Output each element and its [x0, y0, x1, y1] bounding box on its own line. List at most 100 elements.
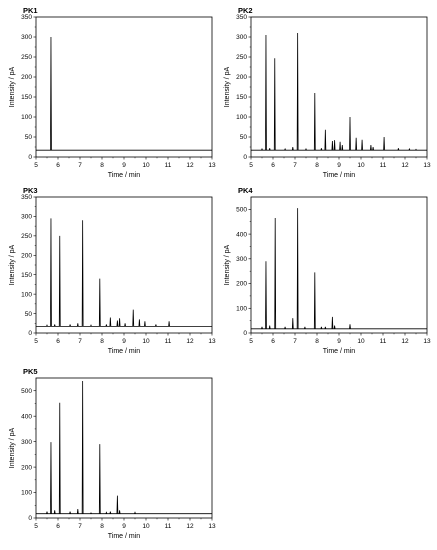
y-tick-label: 50 — [25, 134, 33, 141]
chromatogram-peak — [261, 326, 263, 329]
x-tick-label: 5 — [34, 523, 38, 530]
x-tick-label: 6 — [271, 162, 275, 169]
x-tick-label: 9 — [337, 162, 341, 169]
x-tick-label: 11 — [380, 338, 387, 345]
chart-panel-pk5: PK5 5 6 7 8 9 10 11 12 13 0 100 200 300 400 500 Time / m… — [9, 367, 216, 540]
x-tick-label: 8 — [315, 338, 319, 345]
chromatogram-peak — [50, 218, 52, 327]
y-tick-label: 100 — [21, 291, 32, 298]
chromatogram-peak — [274, 218, 277, 329]
y-tick-label: 400 — [21, 413, 32, 420]
x-tick-label: 8 — [100, 523, 104, 530]
y-tick-label: 100 — [236, 114, 247, 121]
chart-title: PK3 — [23, 186, 38, 195]
x-tick-label: 9 — [122, 523, 126, 530]
y-tick-label: 350 — [21, 194, 32, 201]
y-tick-label: 0 — [28, 154, 32, 161]
x-tick-label: 7 — [78, 162, 82, 169]
x-tick-label: 6 — [56, 162, 60, 169]
chromatogram-peak — [118, 510, 121, 514]
y-tick-label: 100 — [21, 114, 32, 121]
y-tick-label: 50 — [240, 134, 248, 141]
y-tick-label: 150 — [21, 272, 32, 279]
chromatogram-peak — [361, 139, 363, 151]
chromatogram-peak — [58, 235, 61, 327]
chromatogram-peak — [313, 272, 316, 329]
chromatogram-peak — [134, 511, 136, 514]
x-tick-label: 13 — [423, 162, 431, 169]
chromatogram-peak — [383, 136, 385, 151]
x-tick-label: 12 — [186, 162, 194, 169]
y-tick-label: 300 — [21, 439, 32, 446]
plot-frame — [35, 377, 213, 519]
chromatogram-peak — [339, 141, 341, 151]
chromatogram-peak — [324, 129, 327, 151]
chromatogram-peak — [50, 442, 52, 514]
x-axis-label: Time / min — [108, 533, 141, 540]
plot-frame — [35, 196, 213, 334]
y-tick-label: 350 — [236, 14, 247, 21]
x-tick-label: 13 — [423, 338, 431, 345]
x-tick-label: 8 — [100, 162, 104, 169]
chromatogram-peak — [58, 402, 61, 514]
y-axis-label: Intensity / pA — [224, 66, 231, 107]
chromatogram-peak — [408, 147, 411, 151]
y-tick-label: 200 — [236, 281, 247, 288]
y-tick-label: 0 — [28, 330, 32, 337]
chromatogram-peak — [313, 92, 316, 151]
y-tick-label: 200 — [21, 252, 32, 259]
y-tick-label: 300 — [236, 34, 247, 41]
x-tick-label: 5 — [249, 338, 253, 345]
chromatogram-peak — [50, 36, 52, 151]
y-tick-label: 300 — [21, 214, 32, 221]
chromatogram-peak — [90, 324, 92, 327]
x-tick-label: 6 — [271, 338, 275, 345]
x-tick-label: 10 — [142, 338, 150, 345]
plot-frame — [250, 16, 428, 158]
chromatogram-peak — [69, 511, 71, 514]
chromatogram-peak — [138, 319, 141, 327]
chromatogram-peak — [291, 318, 294, 329]
chromatogram-peak — [53, 510, 56, 514]
y-tick-label: 500 — [21, 388, 32, 395]
y-axis-label: Intensity / pA — [9, 244, 16, 285]
y-tick-label: 250 — [236, 54, 247, 61]
y-tick-label: 0 — [28, 515, 32, 522]
x-tick-label: 10 — [142, 162, 150, 169]
chromatogram-peak — [355, 137, 358, 151]
chromatogram-peak — [304, 326, 306, 329]
x-axis-label: Time / min — [108, 172, 141, 179]
chart-panel-pk3: PK3 5 6 7 8 9 10 11 12 13 0 50 100 150 200 250 300 350 Tim… — [9, 186, 216, 355]
y-tick-label: 300 — [236, 256, 247, 263]
chromatogram-peak — [415, 148, 417, 151]
x-tick-label: 12 — [186, 523, 194, 530]
chromatogram-peak — [116, 495, 119, 514]
x-tick-label: 13 — [208, 162, 216, 169]
y-tick-label: 200 — [236, 74, 247, 81]
x-tick-label: 11 — [165, 162, 172, 169]
chromatogram-peak — [296, 208, 299, 329]
chromatogram-peak — [81, 220, 84, 327]
chart-panel-pk1: PK1 5 6 7 8 9 10 11 12 13 0 50 100 150 200 250 300 350 Tim… — [9, 6, 216, 179]
chromatogram-peak — [105, 511, 108, 514]
chromatogram-peak — [333, 325, 336, 329]
y-tick-label: 0 — [243, 154, 247, 161]
chart-panel-pk2: PK2 5 6 7 8 9 10 11 12 13 0 50 100 150 200 250 300 350 Tim… — [224, 6, 431, 179]
chromatogram-peak — [98, 278, 101, 327]
x-tick-label: 10 — [357, 162, 365, 169]
chromatogram-peak — [118, 318, 121, 327]
x-tick-label: 7 — [78, 523, 82, 530]
chromatogram-peak — [155, 324, 157, 327]
chromatogram-peak — [372, 146, 374, 151]
plot-frame — [35, 16, 213, 158]
y-tick-label: 50 — [25, 311, 33, 318]
chromatogram-peak — [284, 326, 286, 329]
chromatogram-peak — [349, 324, 351, 329]
chromatogram-peak — [116, 320, 119, 327]
chromatogram-peak — [324, 326, 327, 329]
chromatogram-peak — [370, 144, 372, 151]
y-tick-label: 400 — [236, 231, 247, 238]
chromatogram-peak — [76, 323, 79, 327]
chromatogram-peak — [397, 148, 400, 151]
chromatogram-peak — [46, 511, 48, 514]
